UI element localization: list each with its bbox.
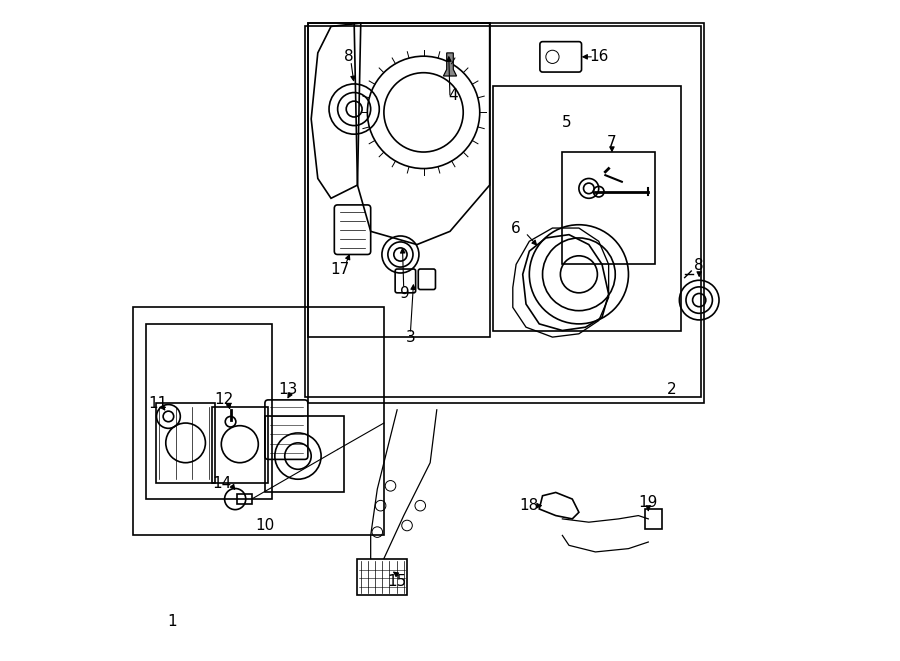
Bar <box>238 494 252 504</box>
Text: 18: 18 <box>519 498 539 513</box>
Text: 9: 9 <box>400 286 410 301</box>
Text: 4: 4 <box>448 89 458 103</box>
Bar <box>645 509 662 529</box>
Bar <box>308 23 490 337</box>
Text: 13: 13 <box>278 383 298 397</box>
Bar <box>562 152 655 264</box>
Text: 10: 10 <box>256 518 274 533</box>
Text: 11: 11 <box>148 396 167 410</box>
Text: 17: 17 <box>330 262 350 276</box>
Bar <box>357 559 407 595</box>
Text: 14: 14 <box>212 477 231 491</box>
Text: 12: 12 <box>214 393 234 407</box>
Text: 6: 6 <box>511 221 521 235</box>
Bar <box>308 23 705 403</box>
Bar <box>132 307 384 535</box>
Text: 15: 15 <box>388 574 407 589</box>
Text: 8: 8 <box>344 49 354 63</box>
Bar <box>304 26 701 397</box>
Text: 3: 3 <box>406 330 415 344</box>
Bar <box>146 324 272 499</box>
Polygon shape <box>444 53 456 76</box>
Text: 7: 7 <box>608 135 616 149</box>
Text: 1: 1 <box>167 614 177 629</box>
Text: 16: 16 <box>590 49 609 63</box>
Bar <box>156 403 215 483</box>
Bar <box>493 86 681 330</box>
Text: 5: 5 <box>562 115 572 130</box>
Text: 8: 8 <box>695 258 704 273</box>
Bar <box>265 416 344 492</box>
Bar <box>212 407 268 483</box>
Text: 2: 2 <box>667 383 676 397</box>
Text: 19: 19 <box>639 495 658 510</box>
